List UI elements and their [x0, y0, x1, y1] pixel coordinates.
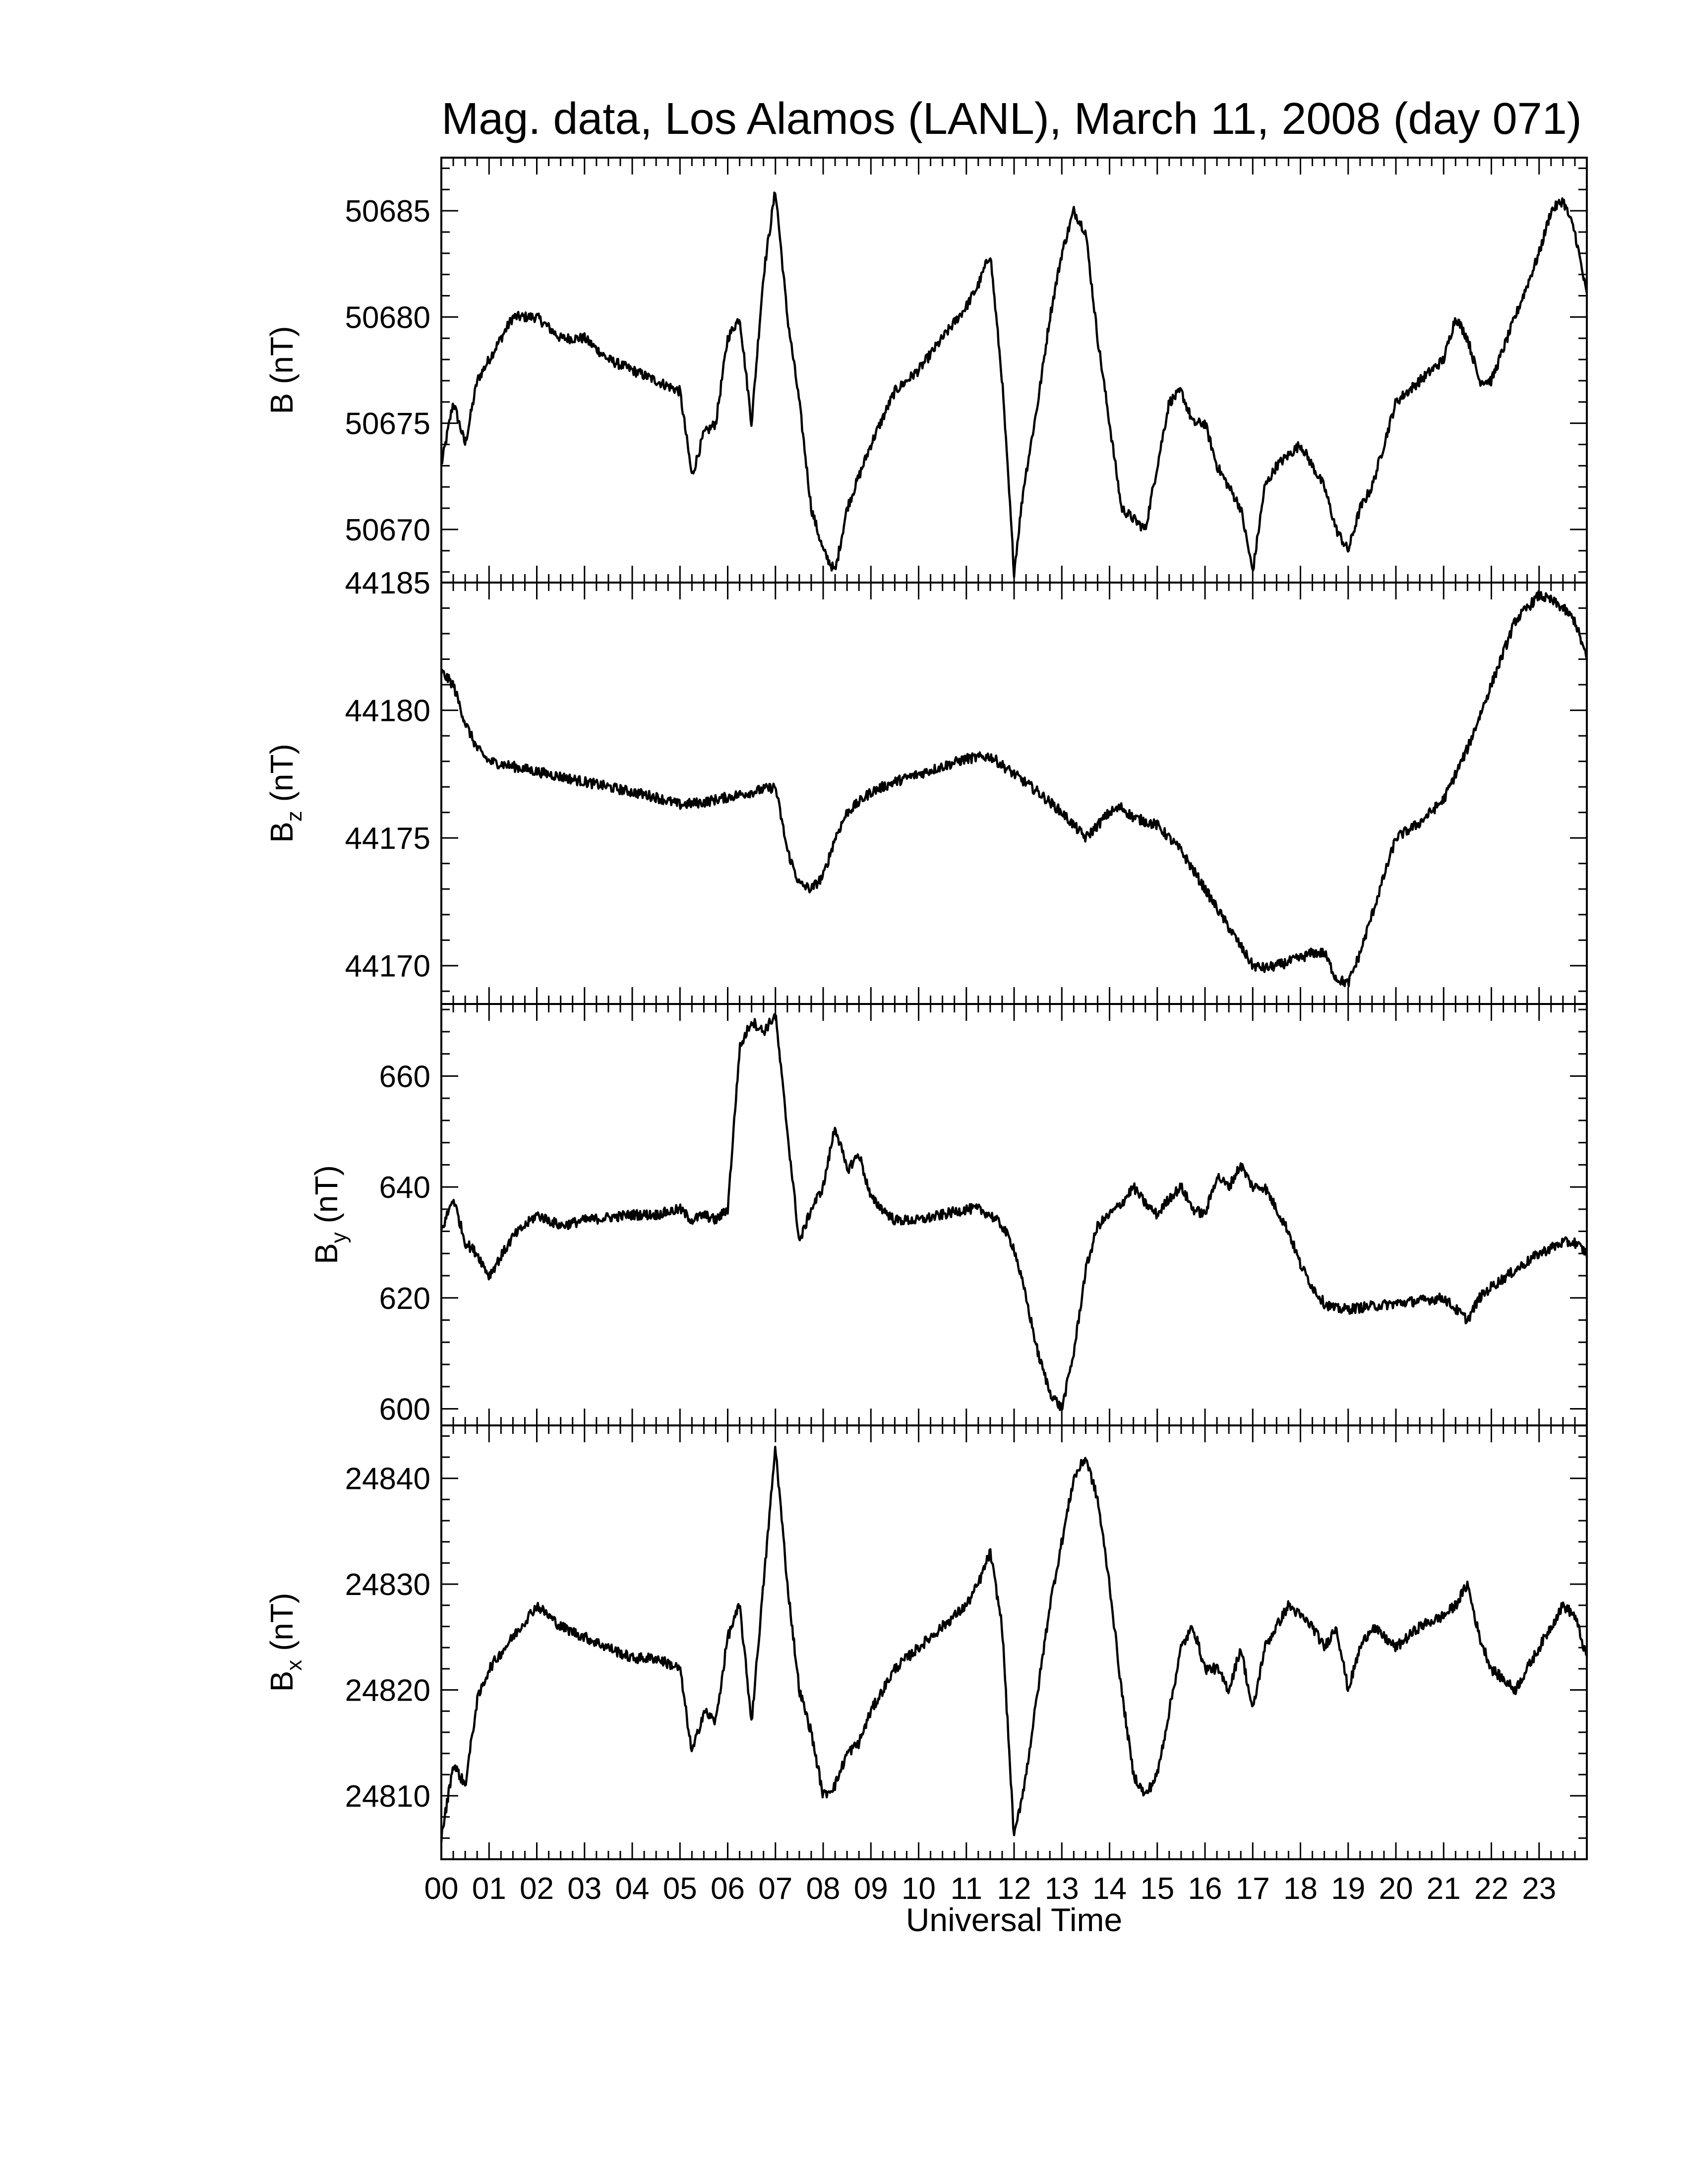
y-tick-label: 44180: [345, 694, 430, 728]
y-axis-label-subscript: y: [327, 1232, 351, 1243]
y-tick-label: 24820: [345, 1674, 430, 1708]
panel-by: 600 620 640 660 By (nT): [308, 1003, 1588, 1426]
y-axis-label-b: B (nT): [264, 326, 300, 414]
y-tick-label: 620: [379, 1282, 430, 1316]
panel-frame-bz: [440, 582, 1588, 1005]
series-line-bz: [440, 590, 1588, 988]
y-tick-label: 660: [379, 1060, 430, 1094]
x-tick-label: 03: [567, 1872, 602, 1906]
x-tick-label: 17: [1236, 1872, 1270, 1906]
y-axis-label-symbol: B: [264, 822, 300, 843]
y-axis-label-bx: Bx (nT): [264, 1593, 306, 1692]
y-tick-label: 50685: [345, 194, 430, 229]
series-line-b: [440, 191, 1588, 579]
chart-title: Mag. data, Los Alamos (LANL), March 11, …: [441, 94, 1582, 144]
x-tick-label: 14: [1092, 1872, 1127, 1906]
x-tick-label: 18: [1283, 1872, 1318, 1906]
series-line-by: [440, 1013, 1588, 1412]
x-tick-label: 21: [1427, 1872, 1461, 1906]
y-axis-label-symbol: B: [264, 1671, 300, 1692]
y-axis-label-symbol: B: [264, 393, 300, 414]
y-axis-label-by: By (nT): [308, 1165, 351, 1264]
x-tick-label: 07: [758, 1872, 792, 1906]
x-tick-label: 19: [1331, 1872, 1365, 1906]
y-axis-label-bz: Bz (nT): [264, 744, 306, 843]
panel-b: 50670 50675 50680 50685 B (nT): [264, 157, 1588, 584]
y-axis-label-symbol: B: [308, 1243, 344, 1264]
y-tick-label: 24840: [345, 1462, 430, 1496]
panel-frame-bx: [440, 1424, 1588, 1860]
x-tick-label: 11: [951, 1872, 982, 1906]
x-tick-label: 08: [806, 1872, 841, 1906]
x-tick-label: 23: [1522, 1872, 1556, 1906]
series-line-bx: [440, 1446, 1588, 1843]
panel-bx: 24810 24820 24830 24840 Bx (nT): [264, 1424, 1588, 1860]
y-tick-label: 640: [379, 1171, 430, 1205]
x-tick-label: 00: [424, 1872, 459, 1906]
y-tick-label: 24810: [345, 1779, 430, 1814]
x-tick-label: 15: [1140, 1872, 1174, 1906]
y-axis-label-unit: (nT): [308, 1165, 344, 1232]
x-tick-label: 22: [1474, 1872, 1508, 1906]
x-tick-label: 01: [472, 1872, 506, 1906]
y-axis-label-unit: (nT): [264, 744, 300, 811]
y-tick-label: 600: [379, 1392, 430, 1426]
y-axis-label-unit: (nT): [264, 326, 300, 393]
x-tick-label: 05: [663, 1872, 697, 1906]
x-tick-label: 09: [854, 1872, 888, 1906]
panel-bz: 44170 44175 44180 44185 Bz (nT): [264, 566, 1588, 1005]
x-tick-label: 16: [1188, 1872, 1222, 1906]
panels: 50670 50675 50680 50685 B (nT) 44170 44175 4418…: [264, 157, 1588, 1906]
panel-frame-b: [440, 157, 1588, 584]
y-tick-label: 50675: [345, 407, 430, 441]
y-tick-label: 50680: [345, 300, 430, 335]
y-tick-label: 44170: [345, 949, 430, 984]
x-tick-label: 02: [520, 1872, 554, 1906]
y-axis-label-subscript: z: [282, 811, 306, 822]
x-tick-label: 06: [711, 1872, 745, 1906]
x-tick-label: 04: [615, 1872, 650, 1906]
y-tick-label: 44175: [345, 822, 430, 856]
y-tick-label: 24830: [345, 1568, 430, 1602]
x-tick-label: 13: [1045, 1872, 1079, 1906]
x-tick-label: 20: [1379, 1872, 1413, 1906]
y-tick-label: 44185: [345, 566, 430, 600]
y-axis-label-subscript: x: [282, 1660, 306, 1671]
x-tick-label: 12: [997, 1872, 1031, 1906]
y-tick-label: 50670: [345, 513, 430, 547]
y-axis-label-unit: (nT): [264, 1593, 300, 1660]
x-tick-label: 10: [902, 1872, 936, 1906]
x-axis-label: Universal Time: [906, 1901, 1122, 1938]
